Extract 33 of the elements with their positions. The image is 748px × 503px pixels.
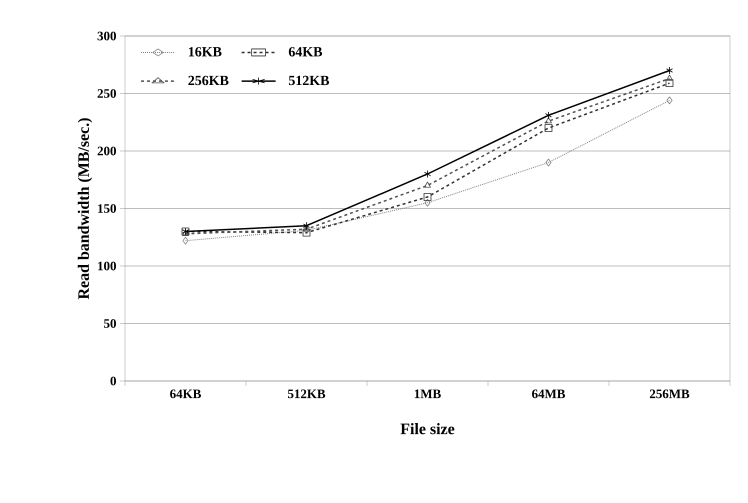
x-tick-label: 64KB [170,390,201,398]
legend-label: 512KB [288,76,330,86]
point [666,79,674,88]
y-tick-label: 100 [98,262,116,270]
legend-label: 64KB [288,47,322,56]
legend-label: 256KB [188,76,228,86]
x-axis-title: File size [400,423,454,434]
point [666,74,673,81]
y-tick-label: 250 [98,89,116,98]
x-tick-label: 1MB [414,390,441,398]
point [182,236,189,245]
y-tick-label: 300 [98,32,116,40]
point [424,193,432,201]
point [544,124,552,132]
point [424,170,431,178]
point [666,96,673,104]
x-tick-label: 256MB [650,390,690,398]
x-tick-label: 64MB [532,390,566,398]
y-tick-label: 50 [104,319,116,328]
point [545,158,552,166]
point [303,222,310,230]
y-tick-label: 150 [98,204,116,213]
point [666,66,673,74]
point [302,228,310,237]
point [424,198,431,207]
y-axis-title: Read bandwidth (MB/sec.) [78,118,92,300]
x-tick-label: 512KB [288,390,326,398]
point [545,111,552,120]
y-tick-label: 200 [98,146,116,156]
legend-label: 16KB [188,47,222,56]
y-tick-label: 0 [110,376,116,386]
point [424,182,431,188]
point [545,117,552,124]
